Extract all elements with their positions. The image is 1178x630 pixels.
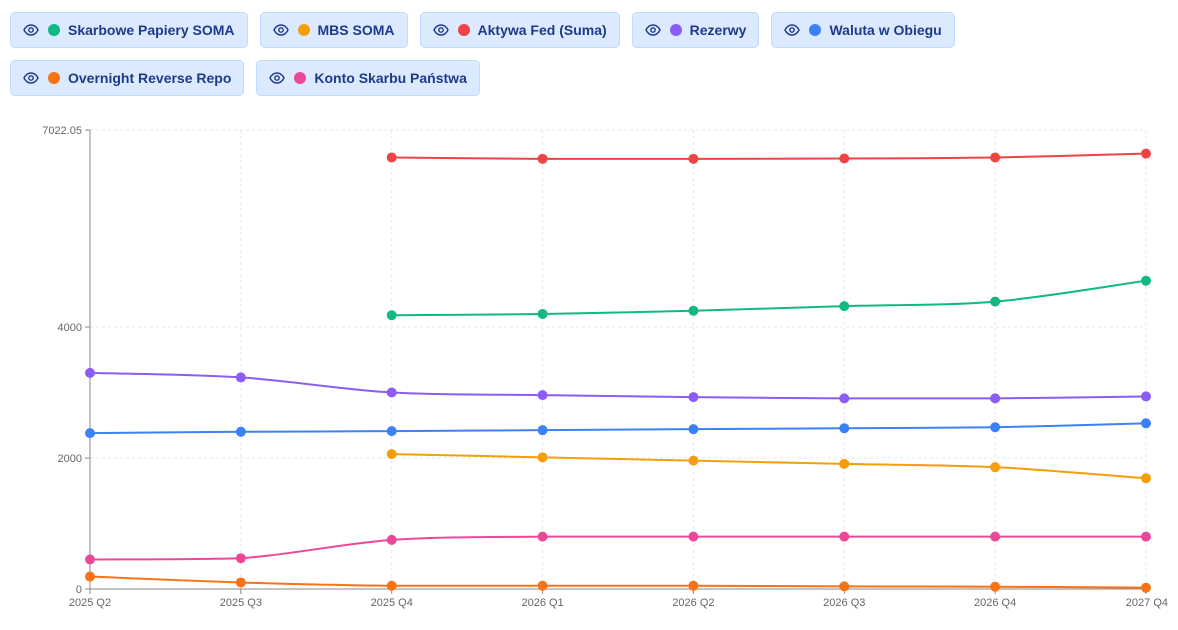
x-tick-label: 2027 Q4 [1126, 597, 1168, 609]
series-point-2 [386, 152, 397, 163]
series-point-1 [537, 452, 548, 463]
series-point-4 [235, 426, 246, 437]
series-point-6 [839, 531, 850, 542]
eye-icon [644, 22, 661, 38]
series-point-5 [386, 580, 397, 591]
legend-color-dot [809, 24, 822, 36]
series-point-3 [386, 387, 397, 398]
y-tick-label: 4000 [58, 322, 82, 334]
legend-label: Konto Skarbu Państwa [314, 70, 467, 86]
eye-icon [269, 70, 286, 86]
legend-toggle-0[interactable]: Skarbowe Papiery SOMA [10, 12, 248, 48]
series-point-6 [1141, 531, 1151, 542]
series-point-2 [839, 153, 850, 164]
legend-toggle-3[interactable]: Rezerwy [631, 12, 760, 48]
eye-icon [272, 22, 289, 38]
x-tick-label: 2025 Q2 [69, 597, 111, 609]
eye-icon [432, 22, 449, 38]
series-line-3 [89, 371, 1147, 400]
eye-icon [23, 70, 39, 86]
y-tick-label: 0 [76, 584, 82, 596]
series-point-3 [990, 393, 1001, 404]
series-point-2 [990, 152, 1001, 163]
legend-toggle-4[interactable]: Waluta w Obiegu [771, 12, 955, 48]
series-point-1 [1141, 473, 1151, 484]
series-line-1 [391, 453, 1147, 480]
x-tick-label: 2025 Q3 [220, 597, 262, 609]
eye-icon [784, 22, 801, 38]
series-point-3 [85, 367, 95, 378]
series-point-4 [839, 423, 850, 434]
legend-label: Waluta w Obiegu [829, 22, 942, 38]
series-point-2 [688, 153, 699, 164]
series-line-4 [89, 422, 1147, 435]
legend-label: Overnight Reverse Repo [68, 70, 232, 86]
series-point-4 [85, 428, 95, 439]
series-line-2 [391, 152, 1147, 160]
series-point-5 [688, 580, 699, 591]
legend-label: Rezerwy [689, 22, 747, 38]
series-point-3 [688, 392, 699, 403]
x-tick-label: 2026 Q2 [672, 597, 714, 609]
legend-toggle-1[interactable]: MBS SOMA [259, 12, 408, 48]
series-point-3 [1141, 391, 1151, 402]
x-tick-label: 2026 Q1 [521, 597, 563, 609]
series-point-6 [990, 531, 1001, 542]
series-point-0 [839, 301, 850, 312]
legend-color-dot [294, 72, 307, 84]
x-tick-label: 2025 Q4 [371, 597, 413, 609]
series-point-3 [235, 372, 246, 383]
series-point-0 [537, 308, 548, 319]
series-point-4 [990, 422, 1001, 433]
y-tick-label: 2000 [58, 453, 82, 465]
legend-toggle-5[interactable]: Overnight Reverse Repo [10, 60, 245, 96]
series-point-2 [537, 153, 548, 164]
series-point-5 [235, 577, 246, 588]
series-point-6 [688, 531, 699, 542]
series-point-5 [990, 581, 1001, 592]
x-tick-label: 2026 Q4 [974, 597, 1016, 609]
legend-color-dot [669, 24, 682, 36]
series-point-6 [537, 531, 548, 542]
legend-toggle-6[interactable]: Konto Skarbu Państwa [256, 60, 480, 96]
series-point-5 [839, 581, 850, 592]
legend-color-dot [457, 24, 470, 36]
series-point-6 [235, 553, 246, 564]
series-point-4 [537, 425, 548, 436]
series-point-1 [839, 458, 850, 469]
series-point-3 [839, 393, 850, 404]
series-point-1 [386, 449, 397, 460]
series-point-0 [990, 296, 1001, 307]
x-tick-label: 2026 Q3 [823, 597, 865, 609]
legend-toggle-2[interactable]: Aktywa Fed (Suma) [419, 12, 620, 48]
series-point-4 [688, 424, 699, 435]
series-point-3 [537, 390, 548, 401]
legend-label: Aktywa Fed (Suma) [477, 22, 607, 38]
legend-color-dot [297, 24, 310, 36]
series-point-6 [85, 554, 95, 565]
series-point-0 [386, 310, 397, 321]
series-line-6 [89, 535, 1146, 561]
series-line-0 [391, 279, 1147, 317]
series-point-2 [1141, 148, 1151, 159]
series-point-5 [85, 571, 95, 582]
legend-label: MBS SOMA [317, 22, 395, 38]
series-point-6 [386, 534, 397, 545]
legend-color-dot [48, 72, 60, 84]
series-point-0 [1141, 275, 1151, 286]
series-point-5 [1141, 582, 1151, 593]
eye-icon [23, 22, 39, 38]
series-point-1 [990, 462, 1001, 473]
legend-label: Skarbowe Papiery SOMA [68, 22, 235, 38]
series-point-4 [386, 426, 397, 437]
series-point-1 [688, 455, 699, 466]
series-line-5 [89, 575, 1147, 589]
y-tick-label: 7022.05 [42, 125, 82, 137]
series-point-0 [688, 305, 699, 316]
legend-color-dot [48, 24, 60, 36]
series-point-5 [537, 580, 548, 591]
chart-legend: Skarbowe Papiery SOMA MBS SOMA Aktywa Fed … [10, 12, 1170, 96]
series-point-4 [1141, 418, 1151, 429]
